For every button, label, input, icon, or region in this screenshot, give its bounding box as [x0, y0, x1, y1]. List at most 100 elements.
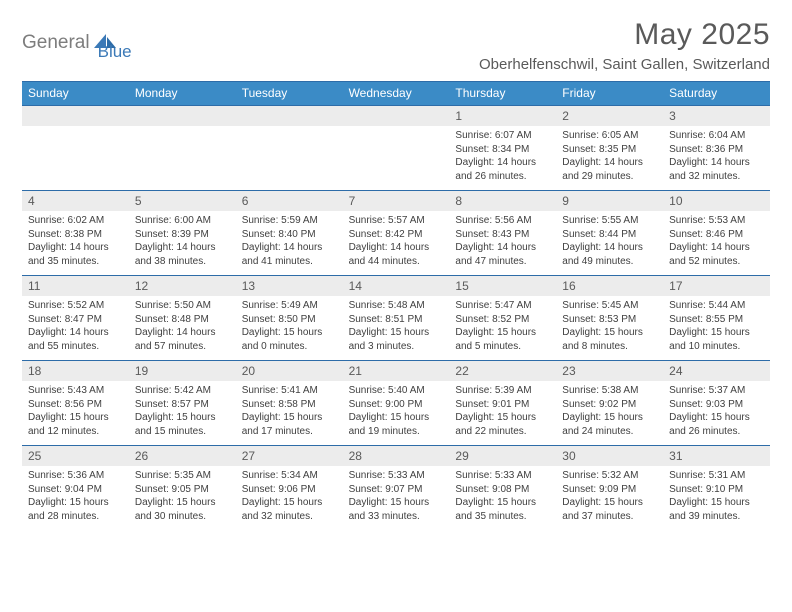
sunrise-text: Sunrise: 5:57 AM [349, 214, 444, 228]
sunrise-text: Sunrise: 5:36 AM [28, 469, 123, 483]
dow-cell: Friday [556, 82, 663, 105]
day-number: 23 [556, 361, 663, 381]
sunset-text: Sunset: 8:34 PM [455, 143, 550, 157]
day-number: 26 [129, 446, 236, 466]
daylight-text: Daylight: 14 hours and 38 minutes. [135, 241, 230, 268]
day-number: 20 [236, 361, 343, 381]
sunrise-text: Sunrise: 5:47 AM [455, 299, 550, 313]
day-cell: 31Sunrise: 5:31 AMSunset: 9:10 PMDayligh… [663, 446, 770, 530]
day-cell: 9 Sunrise: 5:55 AMSunset: 8:44 PMDaylight… [556, 191, 663, 275]
day-number: 13 [236, 276, 343, 296]
sunset-text: Sunset: 8:42 PM [349, 228, 444, 242]
sunrise-text: Sunrise: 5:50 AM [135, 299, 230, 313]
sunrise-text: Sunrise: 5:33 AM [455, 469, 550, 483]
daylight-text: Daylight: 14 hours and 49 minutes. [562, 241, 657, 268]
week-row: 4Sunrise: 6:02 AMSunset: 8:38 PMDaylight… [22, 190, 770, 275]
logo-word-1: General [22, 32, 90, 54]
day-number: 3 [663, 106, 770, 126]
sunset-text: Sunset: 8:53 PM [562, 313, 657, 327]
week-row: 11Sunrise: 5:52 AMSunset: 8:47 PMDayligh… [22, 275, 770, 360]
daylight-text: Daylight: 15 hours and 26 minutes. [669, 411, 764, 438]
day-number: 27 [236, 446, 343, 466]
day-cell: 24Sunrise: 5:37 AMSunset: 9:03 PMDayligh… [663, 361, 770, 445]
day-cell: 17Sunrise: 5:44 AMSunset: 8:55 PMDayligh… [663, 276, 770, 360]
sunset-text: Sunset: 9:07 PM [349, 483, 444, 497]
daylight-text: Daylight: 14 hours and 41 minutes. [242, 241, 337, 268]
day-number: 15 [449, 276, 556, 296]
sunrise-text: Sunrise: 5:52 AM [28, 299, 123, 313]
sunrise-text: Sunrise: 5:48 AM [349, 299, 444, 313]
sunset-text: Sunset: 8:51 PM [349, 313, 444, 327]
daylight-text: Daylight: 14 hours and 29 minutes. [562, 156, 657, 183]
sunrise-text: Sunrise: 5:34 AM [242, 469, 337, 483]
day-number [236, 106, 343, 126]
sunset-text: Sunset: 8:56 PM [28, 398, 123, 412]
daylight-text: Daylight: 14 hours and 57 minutes. [135, 326, 230, 353]
sunset-text: Sunset: 8:40 PM [242, 228, 337, 242]
day-details: Sunrise: 5:33 AMSunset: 9:07 PMDaylight:… [343, 466, 450, 527]
day-cell: 25Sunrise: 5:36 AMSunset: 9:04 PMDayligh… [22, 446, 129, 530]
sunset-text: Sunset: 9:04 PM [28, 483, 123, 497]
sunset-text: Sunset: 8:38 PM [28, 228, 123, 242]
sunset-text: Sunset: 8:47 PM [28, 313, 123, 327]
sunset-text: Sunset: 8:55 PM [669, 313, 764, 327]
day-details: Sunrise: 6:07 AMSunset: 8:34 PMDaylight:… [449, 126, 556, 187]
day-number: 1 [449, 106, 556, 126]
daylight-text: Daylight: 14 hours and 52 minutes. [669, 241, 764, 268]
day-details: Sunrise: 5:49 AMSunset: 8:50 PMDaylight:… [236, 296, 343, 357]
day-cell: 3Sunrise: 6:04 AMSunset: 8:36 PMDaylight… [663, 106, 770, 190]
sunrise-text: Sunrise: 5:55 AM [562, 214, 657, 228]
day-cell: 26Sunrise: 5:35 AMSunset: 9:05 PMDayligh… [129, 446, 236, 530]
sunset-text: Sunset: 9:01 PM [455, 398, 550, 412]
week-row: 1Sunrise: 6:07 AMSunset: 8:34 PMDaylight… [22, 105, 770, 190]
week-row: 18Sunrise: 5:43 AMSunset: 8:56 PMDayligh… [22, 360, 770, 445]
day-cell: 10Sunrise: 5:53 AMSunset: 8:46 PMDayligh… [663, 191, 770, 275]
day-number: 22 [449, 361, 556, 381]
sunrise-text: Sunrise: 6:07 AM [455, 129, 550, 143]
day-cell: 22Sunrise: 5:39 AMSunset: 9:01 PMDayligh… [449, 361, 556, 445]
daylight-text: Daylight: 15 hours and 24 minutes. [562, 411, 657, 438]
sunset-text: Sunset: 8:50 PM [242, 313, 337, 327]
day-cell: 18Sunrise: 5:43 AMSunset: 8:56 PMDayligh… [22, 361, 129, 445]
day-cell: 27Sunrise: 5:34 AMSunset: 9:06 PMDayligh… [236, 446, 343, 530]
sunrise-text: Sunrise: 6:00 AM [135, 214, 230, 228]
sunrise-text: Sunrise: 5:31 AM [669, 469, 764, 483]
day-number [129, 106, 236, 126]
day-details: Sunrise: 5:40 AMSunset: 9:00 PMDaylight:… [343, 381, 450, 442]
day-details: Sunrise: 5:48 AMSunset: 8:51 PMDaylight:… [343, 296, 450, 357]
day-cell: 14Sunrise: 5:48 AMSunset: 8:51 PMDayligh… [343, 276, 450, 360]
day-number: 4 [22, 191, 129, 211]
dow-cell: Monday [129, 82, 236, 105]
day-cell: 30Sunrise: 5:32 AMSunset: 9:09 PMDayligh… [556, 446, 663, 530]
day-details: Sunrise: 5:32 AMSunset: 9:09 PMDaylight:… [556, 466, 663, 527]
sunset-text: Sunset: 8:58 PM [242, 398, 337, 412]
day-number [22, 106, 129, 126]
daylight-text: Daylight: 15 hours and 12 minutes. [28, 411, 123, 438]
day-cell: 29Sunrise: 5:33 AMSunset: 9:08 PMDayligh… [449, 446, 556, 530]
sunset-text: Sunset: 9:10 PM [669, 483, 764, 497]
sunrise-text: Sunrise: 5:43 AM [28, 384, 123, 398]
day-number: 25 [22, 446, 129, 466]
logo: General Blue [22, 18, 132, 62]
day-number: 19 [129, 361, 236, 381]
weeks-container: 1Sunrise: 6:07 AMSunset: 8:34 PMDaylight… [22, 105, 770, 530]
day-details: Sunrise: 5:33 AMSunset: 9:08 PMDaylight:… [449, 466, 556, 527]
day-details: Sunrise: 5:43 AMSunset: 8:56 PMDaylight:… [22, 381, 129, 442]
day-details: Sunrise: 5:41 AMSunset: 8:58 PMDaylight:… [236, 381, 343, 442]
day-number: 29 [449, 446, 556, 466]
day-number: 28 [343, 446, 450, 466]
day-cell: 6Sunrise: 5:59 AMSunset: 8:40 PMDaylight… [236, 191, 343, 275]
calendar-page: General Blue May 2025 Oberhelfenschwil, … [0, 0, 792, 540]
day-number: 9 [556, 191, 663, 211]
day-details: Sunrise: 5:53 AMSunset: 8:46 PMDaylight:… [663, 211, 770, 272]
day-cell: 11Sunrise: 5:52 AMSunset: 8:47 PMDayligh… [22, 276, 129, 360]
day-of-week-row: SundayMondayTuesdayWednesdayThursdayFrid… [22, 82, 770, 105]
daylight-text: Daylight: 15 hours and 10 minutes. [669, 326, 764, 353]
day-details: Sunrise: 5:31 AMSunset: 9:10 PMDaylight:… [663, 466, 770, 527]
daylight-text: Daylight: 14 hours and 32 minutes. [669, 156, 764, 183]
day-number: 14 [343, 276, 450, 296]
day-cell: 4Sunrise: 6:02 AMSunset: 8:38 PMDaylight… [22, 191, 129, 275]
sunset-text: Sunset: 8:44 PM [562, 228, 657, 242]
day-cell: 2Sunrise: 6:05 AMSunset: 8:35 PMDaylight… [556, 106, 663, 190]
day-details: Sunrise: 6:05 AMSunset: 8:35 PMDaylight:… [556, 126, 663, 187]
